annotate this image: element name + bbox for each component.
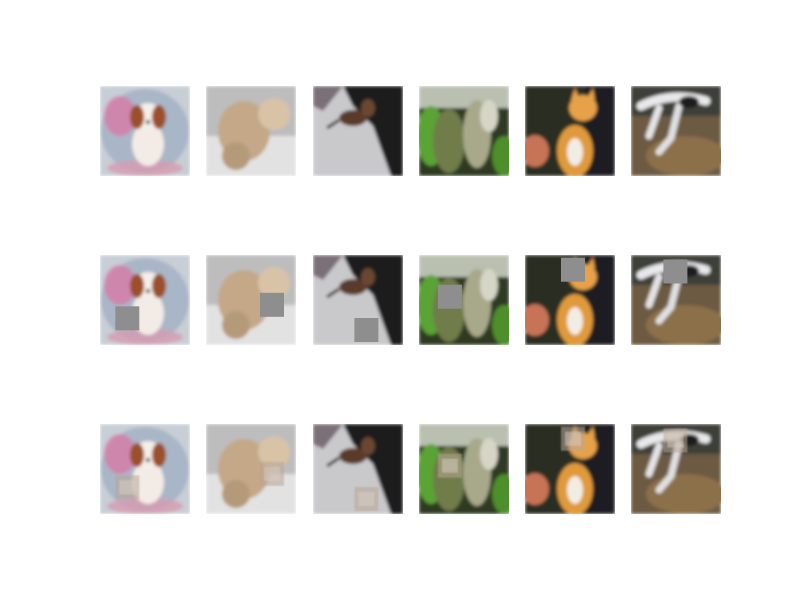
photo-puppy (100, 424, 190, 514)
photo-puppy (100, 255, 190, 345)
reconstructed-patch (561, 427, 585, 451)
reconstructed-patch (260, 462, 284, 486)
tile-reconstructed-puppy (100, 424, 190, 514)
mask-patch (438, 285, 462, 309)
tile-masked-fluffy-dog (206, 255, 296, 345)
photo-small-dog-on-snow (313, 86, 403, 176)
tile-masked-orange-cat (521, 255, 615, 346)
photo-dogs-on-grass (417, 86, 516, 176)
photo-fluffy-dog (206, 86, 296, 176)
mask-patch (260, 293, 284, 317)
tile-reconstructed-small-dog-on-snow (313, 424, 403, 514)
photo-orange-cat (521, 86, 615, 177)
photo-dogs-on-grass (417, 255, 516, 345)
tile-original-fluffy-dog (206, 86, 296, 176)
reconstructed-patch (663, 429, 687, 453)
tile-reconstructed-orange-cat (521, 424, 615, 515)
photo-dogs-on-grass (417, 424, 516, 514)
tile-reconstructed-cat-legs (631, 424, 726, 514)
mask-patch (561, 258, 585, 282)
mask-patch (115, 306, 139, 330)
tile-reconstructed-fluffy-dog (206, 424, 296, 514)
tile-original-puppy (100, 86, 190, 176)
tile-masked-cat-legs (631, 255, 726, 345)
tile-original-dogs-on-grass (417, 86, 516, 176)
reconstructed-patch (354, 487, 378, 511)
tile-reconstructed-dogs-on-grass (417, 424, 516, 514)
tile-masked-puppy (100, 255, 190, 345)
mask-patch (663, 260, 687, 284)
photo-cat-legs (631, 86, 726, 176)
reconstructed-patch (438, 454, 462, 478)
reconstructed-patch (115, 475, 139, 499)
tile-original-small-dog-on-snow (313, 86, 403, 176)
mask-patch (354, 318, 378, 342)
photo-puppy (100, 86, 190, 176)
tile-masked-dogs-on-grass (417, 255, 516, 345)
tile-original-cat-legs (631, 86, 726, 176)
tile-original-orange-cat (521, 86, 615, 177)
tile-masked-small-dog-on-snow (313, 255, 403, 345)
